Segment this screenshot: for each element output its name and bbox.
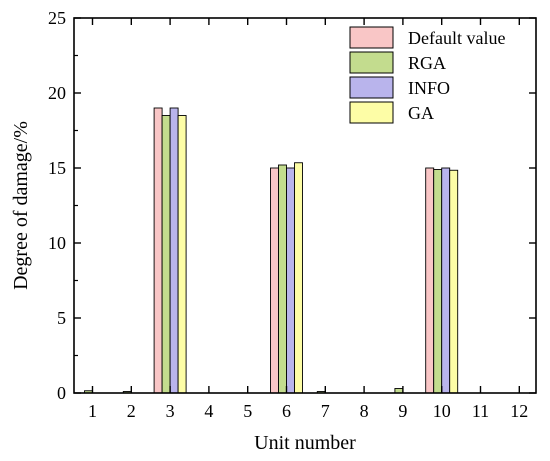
y-tick-label: 25 (48, 8, 66, 28)
y-tick-label: 15 (48, 158, 66, 178)
bar-default-value-6 (270, 167, 279, 394)
legend-swatch-ga (349, 101, 394, 124)
x-tick-label: 11 (472, 401, 489, 421)
bar-info-10 (441, 167, 451, 394)
x-axis-title: Unit number (254, 432, 356, 454)
y-tick-label: 5 (57, 308, 66, 328)
legend-label: RGA (408, 53, 446, 73)
bar-info-6 (286, 167, 295, 394)
bar-default-value-10 (425, 167, 435, 394)
x-tick-label: 8 (360, 401, 369, 421)
bars-layer (84, 107, 459, 394)
plot-frame (73, 17, 537, 394)
x-tick-label: 9 (398, 401, 407, 421)
bar-ga-6 (294, 162, 303, 394)
y-tick-label: 0 (57, 383, 66, 403)
bar-ga-10 (449, 169, 459, 394)
legend-label: INFO (408, 78, 450, 98)
bar-rga-10 (433, 169, 443, 394)
x-tick-label: 3 (166, 401, 175, 421)
y-tick-label: 20 (48, 83, 66, 103)
x-tick-label: 7 (321, 401, 330, 421)
x-tick-label: 2 (127, 401, 136, 421)
bar-ga-3 (177, 115, 187, 394)
x-axis-ticks: 1 2 3 4 5 6 7 8 9 10 11 12 (88, 18, 528, 421)
bar-rga-6 (278, 164, 287, 394)
x-tick-label: 5 (243, 401, 252, 421)
bar-default-value-3 (153, 107, 163, 394)
x-tick-label: 12 (510, 401, 528, 421)
legend-swatch-info (349, 76, 394, 99)
legend-label: Default value (408, 28, 505, 48)
y-tick-label: 10 (48, 233, 66, 253)
x-tick-label: 10 (433, 401, 451, 421)
x-tick-label: 4 (204, 401, 213, 421)
y-axis-title: Degree of damage/% (10, 121, 32, 290)
legend-label: GA (408, 103, 434, 123)
bar-info-3 (169, 107, 179, 394)
y-axis-ticks: 0 5 10 15 20 25 (48, 8, 536, 403)
x-tick-label: 6 (282, 401, 291, 421)
legend: Default value RGA INFO GA (349, 26, 505, 124)
x-tick-label: 1 (88, 401, 97, 421)
bar-rga-3 (161, 115, 171, 394)
legend-swatch-rga (349, 51, 394, 74)
legend-swatch-default-value (349, 26, 394, 49)
